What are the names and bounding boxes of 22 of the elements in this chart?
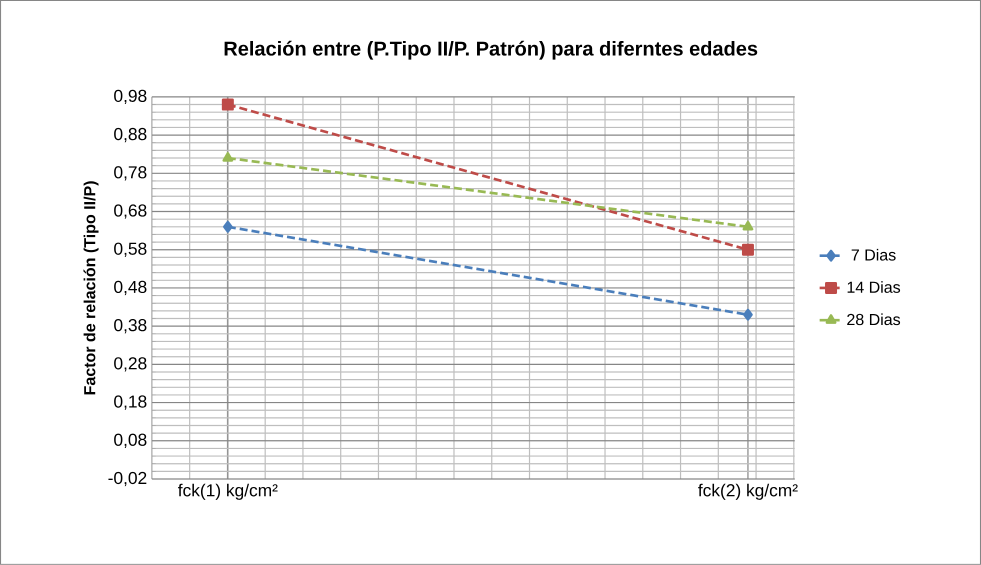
y-tick-label: 0,88 — [114, 128, 146, 142]
x-tick-label: fck(2) kg/cm² — [698, 484, 798, 500]
y-tick-label: -0,02 — [108, 472, 146, 486]
y-tick-label: 0,98 — [114, 90, 146, 104]
y-tick-label: 0,48 — [114, 280, 146, 296]
legend-label: 28 Dias — [847, 313, 900, 326]
y-tick-label: 0,58 — [114, 242, 146, 257]
legend-label: 14 Dias — [848, 281, 900, 293]
chart-title: Relación entre (P.Tipo II/P. Patrón) para diferntes edades — [224, 40, 758, 60]
y-tick-label: 0,78 — [114, 166, 146, 181]
y-tick-label: 0,08 — [114, 434, 146, 448]
y-axis-title: Factor de relación (Tipo II/P) — [83, 181, 99, 394]
point — [743, 308, 753, 321]
legend-label: 7 Dias — [852, 248, 896, 261]
point — [222, 98, 234, 111]
y-tick-label: 0,28 — [114, 357, 146, 372]
point — [223, 220, 233, 233]
y-tick-label: 0,38 — [114, 319, 146, 334]
y-tick-label: 0,68 — [114, 204, 146, 219]
y-tick-label: 0,18 — [114, 395, 146, 410]
point — [742, 244, 754, 256]
x-tick-label: fck(1) kg/cm² — [178, 484, 278, 500]
